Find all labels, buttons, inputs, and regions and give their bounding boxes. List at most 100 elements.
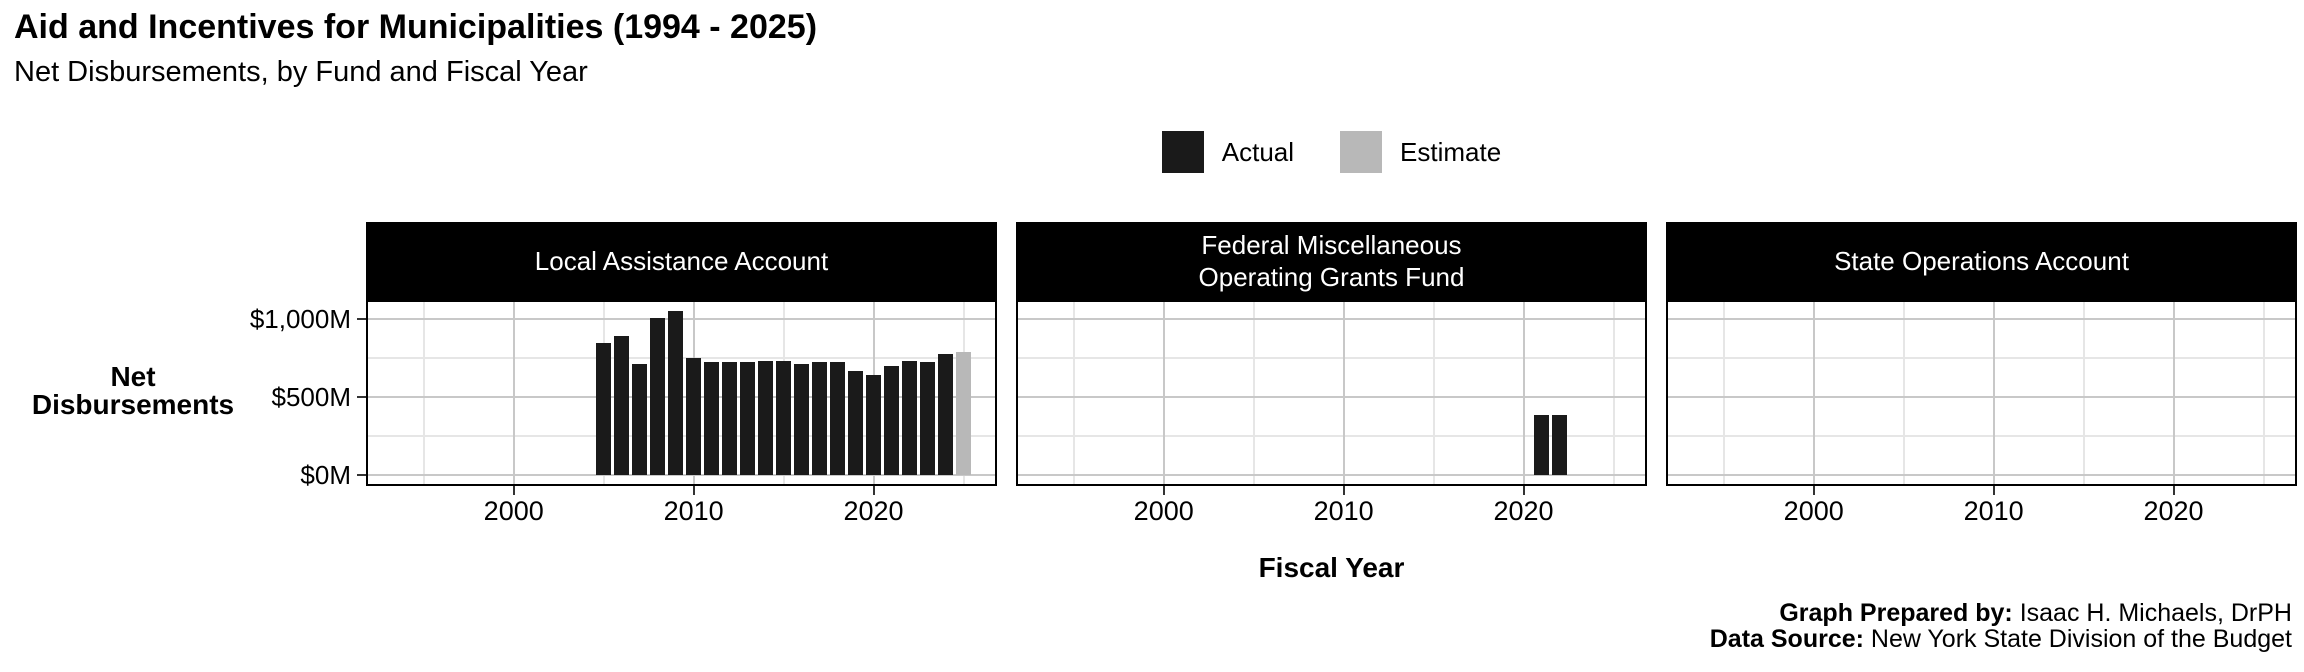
bar-actual xyxy=(739,362,756,476)
x-tick-mark xyxy=(692,486,695,495)
x-tick-label: 2020 xyxy=(843,496,904,526)
facet-strip-label: Local Assistance Account xyxy=(534,246,829,276)
bar-actual xyxy=(793,363,810,476)
y-axis-title-line2: Disbursements xyxy=(31,389,235,420)
bar-actual xyxy=(685,358,702,476)
legend-label-actual: Actual xyxy=(1221,136,1295,167)
bar-actual xyxy=(901,361,918,476)
legend-label-estimate: Estimate xyxy=(1400,136,1502,167)
caption-prepared-value: Isaac H. Michaels, DrPH xyxy=(2012,599,2292,627)
facet-strip-label: Federal Miscellaneous xyxy=(1201,230,1462,260)
caption-source-label: Data Source: xyxy=(1709,625,1864,653)
bar-actual xyxy=(667,311,684,476)
y-major-gridline xyxy=(1668,396,2295,399)
bar-actual xyxy=(649,317,666,476)
x-tick-label: 2020 xyxy=(2143,496,2204,526)
x-tick-mark xyxy=(872,486,875,495)
bar-actual xyxy=(883,365,900,476)
y-tick-label: $500M xyxy=(271,382,352,413)
bar-actual xyxy=(595,343,612,476)
facet-strip: Local Assistance Account xyxy=(366,222,997,300)
x-tick-label: 2020 xyxy=(1493,496,1554,526)
facet-strip-label: State Operations Account xyxy=(1834,246,2129,276)
x-minor-gridline xyxy=(2262,302,2265,484)
x-minor-gridline xyxy=(1612,302,1615,484)
x-tick-label: 2000 xyxy=(1133,496,1194,526)
y-major-gridline xyxy=(1018,318,1645,321)
bar-actual xyxy=(721,362,738,476)
x-tick-mark xyxy=(2172,486,2175,495)
x-tick-label: 2010 xyxy=(1963,496,2024,526)
legend-item-actual: Actual xyxy=(1161,131,1295,173)
facet-strip-label: Operating Grants Fund xyxy=(1198,262,1465,292)
caption: Graph Prepared by: Isaac H. Michaels, Dr… xyxy=(1710,600,2292,652)
bar-actual xyxy=(1533,415,1550,476)
x-tick-mark xyxy=(512,486,515,495)
bar-actual xyxy=(919,362,936,476)
caption-prepared-label: Graph Prepared by: xyxy=(1779,599,2013,627)
y-major-gridline xyxy=(1018,474,1645,477)
facet-panel xyxy=(1666,300,2297,486)
caption-data-source: Data Source: New York State Division of … xyxy=(1710,626,2292,652)
y-minor-gridline xyxy=(1668,435,2295,438)
x-tick-label: 2000 xyxy=(1783,496,1844,526)
x-major-gridline xyxy=(512,302,515,484)
y-tick-mark xyxy=(357,396,366,399)
x-minor-gridline xyxy=(1432,302,1435,484)
x-major-gridline xyxy=(1812,302,1815,484)
y-tick-mark xyxy=(357,318,366,321)
x-minor-gridline xyxy=(1722,302,1725,484)
y-tick-mark xyxy=(357,474,366,477)
bar-actual xyxy=(757,361,774,476)
y-tick-label: $1,000M xyxy=(249,304,351,335)
chart-subtitle: Net Disbursements, by Fund and Fiscal Ye… xyxy=(14,56,588,88)
x-minor-gridline xyxy=(1072,302,1075,484)
facet-strip: Federal Miscellaneous Operating Grants Fu… xyxy=(1016,222,1647,300)
facet-panel xyxy=(366,300,997,486)
facet-panel xyxy=(1016,300,1647,486)
bar-actual xyxy=(631,364,648,476)
y-minor-gridline xyxy=(1668,357,2295,360)
x-axis-title: Fiscal Year xyxy=(1258,552,1405,583)
x-tick-label: 2010 xyxy=(1313,496,1374,526)
y-tick-label: $0M xyxy=(300,460,351,491)
caption-source-value: New York State Division of the Budget xyxy=(1863,625,2292,653)
actual-swatch xyxy=(1161,131,1204,173)
bar-actual xyxy=(811,362,828,476)
y-minor-gridline xyxy=(1018,357,1645,360)
x-major-gridline xyxy=(1162,302,1165,484)
x-major-gridline xyxy=(1522,302,1525,484)
y-major-gridline xyxy=(1668,474,2295,477)
bar-actual xyxy=(703,362,720,476)
y-major-gridline xyxy=(1668,318,2295,321)
chart-title: Aid and Incentives for Municipalities (1… xyxy=(14,8,818,46)
bar-actual xyxy=(937,353,954,476)
y-axis-title: Net Disbursements xyxy=(18,363,248,419)
x-major-gridline xyxy=(1992,302,1995,484)
x-major-gridline xyxy=(1342,302,1345,484)
caption-prepared-by: Graph Prepared by: Isaac H. Michaels, Dr… xyxy=(1710,600,2292,626)
bar-actual xyxy=(847,370,864,476)
bar-actual xyxy=(865,375,882,476)
bar-actual xyxy=(829,362,846,476)
x-tick-mark xyxy=(1812,486,1815,495)
x-tick-label: 2010 xyxy=(663,496,724,526)
x-tick-mark xyxy=(1992,486,1995,495)
x-major-gridline xyxy=(2172,302,2175,484)
x-tick-mark xyxy=(1162,486,1165,495)
legend-item-estimate: Estimate xyxy=(1340,131,1501,173)
y-major-gridline xyxy=(368,474,995,477)
y-major-gridline xyxy=(1018,396,1645,399)
y-minor-gridline xyxy=(1018,435,1645,438)
estimate-swatch xyxy=(1340,131,1383,173)
x-minor-gridline xyxy=(2082,302,2085,484)
x-tick-mark xyxy=(1342,486,1345,495)
y-axis-title-line1: Net xyxy=(110,361,156,392)
x-tick-label: 2000 xyxy=(483,496,544,526)
bar-estimate xyxy=(955,351,972,476)
x-minor-gridline xyxy=(1252,302,1255,484)
bar-actual xyxy=(1551,415,1568,476)
bar-actual xyxy=(613,336,630,476)
x-minor-gridline xyxy=(1902,302,1905,484)
